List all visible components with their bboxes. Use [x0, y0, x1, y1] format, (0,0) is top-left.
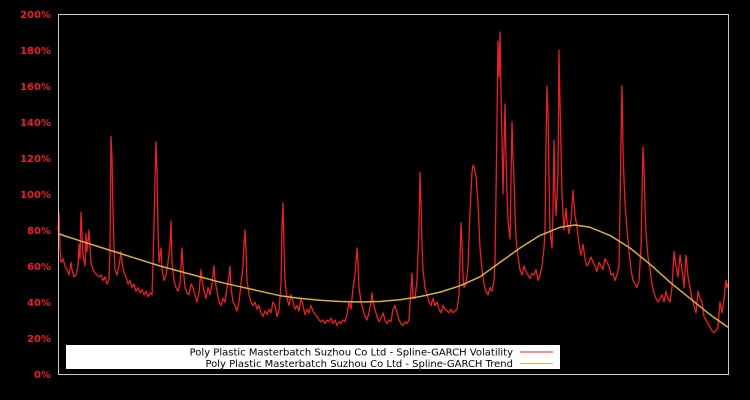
y-tick-label: 140% — [20, 118, 51, 129]
legend-label-trend: Poly Plastic Masterbatch Suzhou Co Ltd -… — [205, 359, 513, 370]
y-tick-label: 200% — [20, 10, 51, 21]
plot-frame — [58, 14, 729, 375]
y-tick-label: 180% — [20, 46, 51, 57]
y-tick-label: 120% — [20, 154, 51, 165]
y-tick-label: 80% — [27, 226, 51, 237]
y-tick-label: 60% — [27, 262, 51, 273]
legend-box — [66, 345, 560, 369]
y-axis-ticks: 0% 20% 40% 60% 80% 100% 120% 140% 160% 180% 200% — [20, 10, 51, 381]
series-layer — [57, 31, 729, 334]
y-tick-label: 0% — [34, 370, 51, 381]
legend: Poly Plastic Masterbatch Suzhou Co Ltd -… — [66, 345, 560, 370]
legend-label-volatility: Poly Plastic Masterbatch Suzhou Co Ltd -… — [190, 348, 513, 359]
volatility-line — [57, 31, 729, 334]
y-tick-label: 100% — [20, 190, 51, 201]
y-tick-label: 160% — [20, 82, 51, 93]
y-tick-label: 20% — [27, 334, 51, 345]
y-tick-label: 40% — [27, 298, 51, 309]
trend-line — [57, 224, 729, 328]
